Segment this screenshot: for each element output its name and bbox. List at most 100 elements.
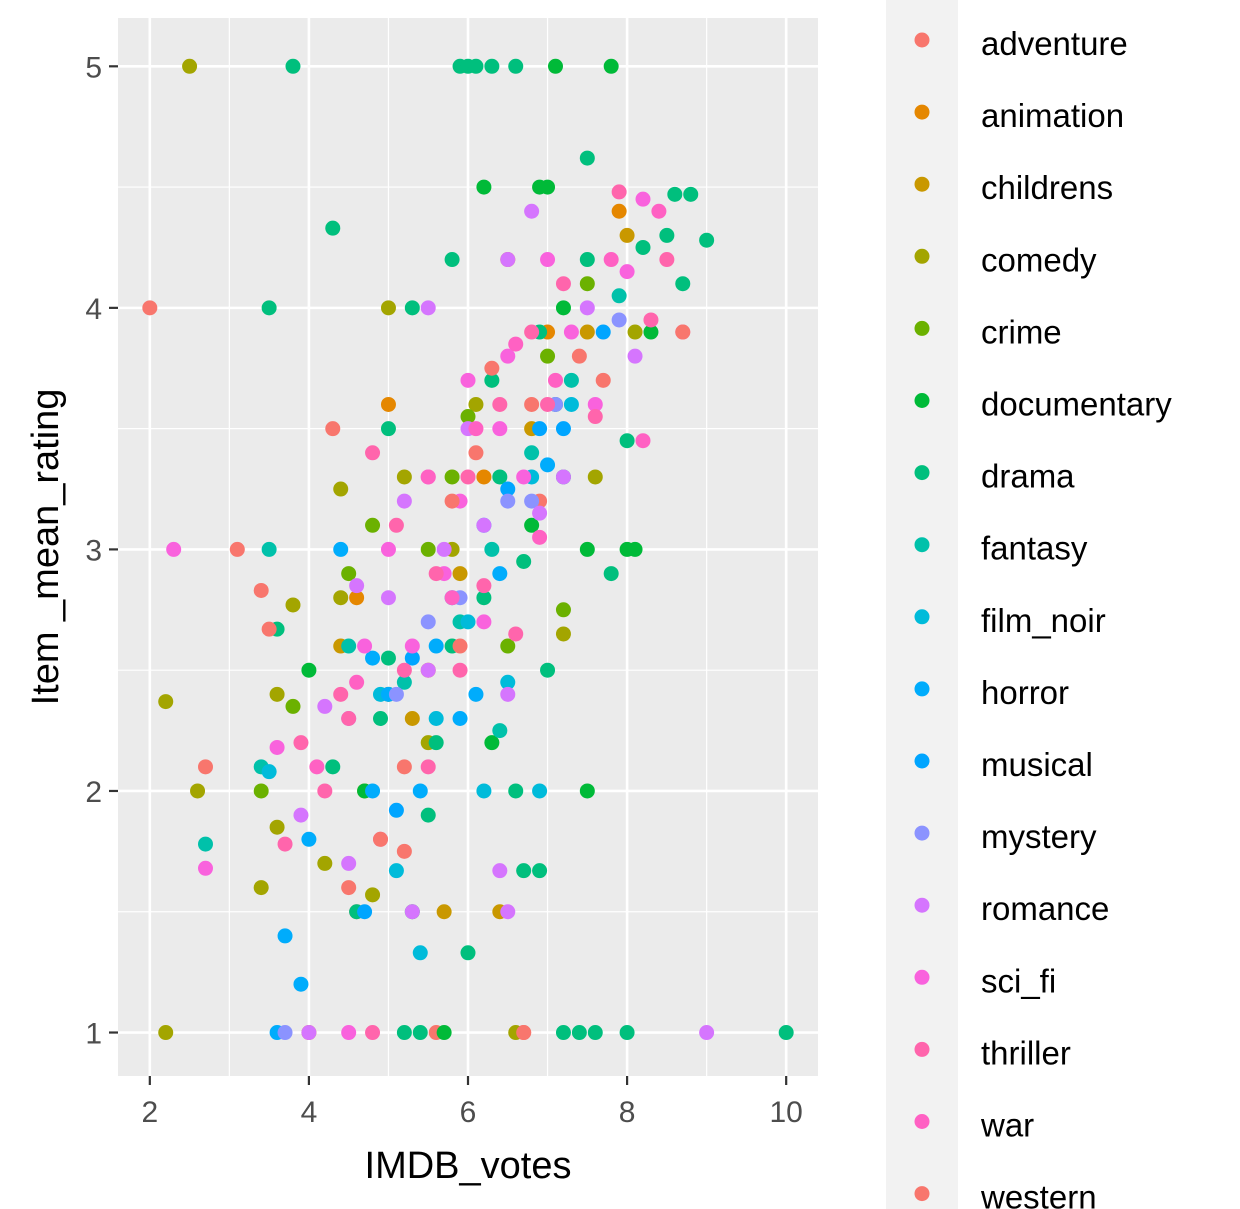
point-fantasy xyxy=(341,638,357,654)
legend-label-adventure: adventure xyxy=(981,25,1128,62)
point-romance xyxy=(380,590,396,606)
point-fantasy xyxy=(198,836,213,852)
point-mystery xyxy=(611,312,627,328)
point-documentary xyxy=(484,735,500,751)
point-fantasy xyxy=(396,674,412,690)
point-fantasy xyxy=(484,541,500,557)
point-drama xyxy=(675,276,691,292)
point-musical xyxy=(555,421,571,437)
point-romance xyxy=(476,517,492,533)
point-western xyxy=(524,396,540,412)
point-romance xyxy=(436,541,452,557)
point-comedy xyxy=(269,819,285,835)
point-war xyxy=(420,469,436,485)
point-sci-fi xyxy=(516,469,532,485)
point-thriller xyxy=(555,276,571,292)
point-documentary xyxy=(436,1025,452,1041)
x-tick-label: 2 xyxy=(141,1096,158,1129)
legend-label-comedy: comedy xyxy=(981,241,1097,278)
point-film-noir xyxy=(261,764,277,780)
legend-key-musical xyxy=(914,753,930,769)
legend-label-musical: musical xyxy=(981,746,1093,783)
point-comedy xyxy=(182,58,198,74)
point-drama xyxy=(484,58,500,74)
point-documentary xyxy=(532,179,548,195)
point-romance xyxy=(349,578,365,594)
point-comedy xyxy=(380,300,396,316)
point-sci-fi xyxy=(357,638,373,654)
point-drama xyxy=(667,186,683,202)
legend-key-drama xyxy=(914,465,930,481)
point-horror xyxy=(293,976,309,992)
point-documentary xyxy=(301,662,317,678)
point-crime xyxy=(253,783,269,799)
point-sci-fi xyxy=(341,1025,357,1041)
legend-key-western xyxy=(914,1186,930,1202)
point-romance xyxy=(404,904,420,920)
point-thriller xyxy=(476,578,492,594)
point-romance xyxy=(627,348,643,364)
point-sci-fi xyxy=(166,541,182,557)
point-documentary xyxy=(627,541,643,557)
point-adventure xyxy=(142,300,158,316)
point-drama xyxy=(508,58,524,74)
point-fantasy xyxy=(563,372,579,388)
point-film-noir xyxy=(460,614,476,630)
point-western xyxy=(484,360,500,376)
point-documentary xyxy=(524,517,540,533)
point-thriller xyxy=(587,409,603,425)
point-romance xyxy=(492,863,508,879)
point-animation xyxy=(349,590,365,606)
point-crime xyxy=(555,602,571,618)
point-western xyxy=(261,621,277,637)
point-thriller xyxy=(460,469,476,485)
point-war xyxy=(532,529,548,545)
point-thriller xyxy=(611,184,627,200)
point-drama xyxy=(699,232,715,248)
point-drama xyxy=(540,662,556,678)
point-sci-fi xyxy=(269,739,285,755)
point-horror xyxy=(468,686,484,702)
point-comedy xyxy=(333,481,349,497)
point-crime xyxy=(365,517,381,533)
point-drama xyxy=(571,1025,587,1041)
point-drama xyxy=(325,759,341,775)
point-comedy xyxy=(285,597,301,613)
point-crime xyxy=(285,698,301,714)
point-crime xyxy=(341,566,357,582)
legend-key-film-noir xyxy=(914,609,930,625)
point-western xyxy=(229,541,245,557)
point-western xyxy=(444,493,460,509)
point-mystery xyxy=(388,686,404,702)
point-drama xyxy=(635,239,651,255)
point-war xyxy=(603,252,619,268)
point-fantasy xyxy=(524,445,540,461)
x-tick-label: 8 xyxy=(619,1096,636,1129)
legend-label-animation: animation xyxy=(981,97,1124,134)
x-axis-title: IMDB_votes xyxy=(365,1145,572,1187)
point-drama xyxy=(420,807,436,823)
point-adventure xyxy=(396,759,412,775)
point-western xyxy=(198,759,213,775)
legend-key-childrens xyxy=(914,176,930,192)
points-layer xyxy=(142,58,794,1041)
point-drama xyxy=(587,1025,603,1041)
point-romance xyxy=(420,300,436,316)
point-documentary xyxy=(579,783,595,799)
point-animation xyxy=(476,469,492,485)
point-romance xyxy=(301,1025,317,1041)
point-romance xyxy=(532,505,548,521)
point-horror xyxy=(365,783,381,799)
point-musical xyxy=(532,421,548,437)
point-mystery xyxy=(420,614,436,630)
point-drama xyxy=(778,1025,794,1041)
point-romance xyxy=(555,469,571,485)
point-documentary xyxy=(579,541,595,557)
point-comedy xyxy=(253,880,269,896)
point-war xyxy=(508,336,524,352)
point-drama xyxy=(555,1025,571,1041)
point-thriller xyxy=(388,517,404,533)
point-crime xyxy=(500,638,516,654)
point-horror xyxy=(333,541,349,557)
point-childrens xyxy=(436,904,452,920)
